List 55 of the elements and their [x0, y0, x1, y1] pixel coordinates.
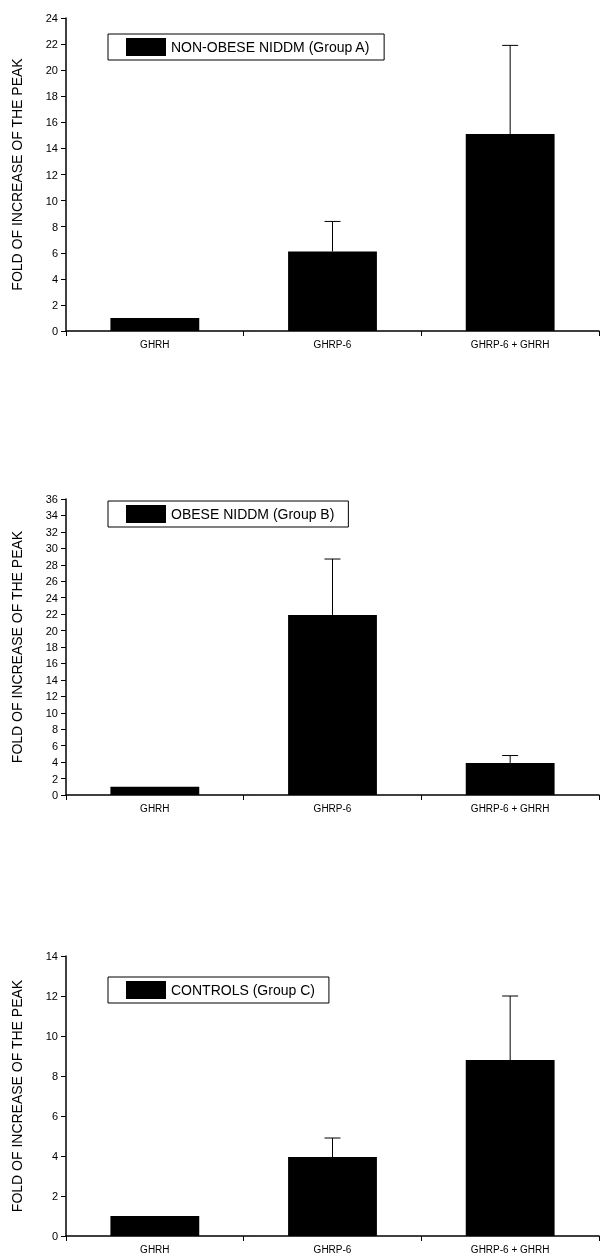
y-tick-label: 2: [51, 298, 58, 311]
y-tick-label: 18: [45, 90, 58, 103]
y-tick-label: 22: [45, 608, 58, 621]
y-tick-label: 12: [45, 990, 58, 1002]
y-tick-label: 28: [45, 558, 58, 571]
y-tick-label: 8: [51, 723, 58, 736]
y-tick-label: 4: [51, 756, 58, 769]
legend-label: OBESE NIDDM (Group B): [171, 506, 335, 522]
y-tick-label: 8: [51, 220, 58, 233]
y-tick-label: 22: [45, 38, 58, 51]
y-tick-label: 34: [45, 509, 58, 522]
x-tick-label: GHRP-6 + GHRH: [470, 1243, 550, 1254]
y-tick-label: 6: [51, 739, 58, 752]
x-tick-label: GHRP-6 + GHRH: [470, 802, 550, 814]
y-tick-label: 30: [45, 542, 58, 555]
y-tick-label: 2: [51, 772, 58, 785]
y-axis-title: FOLD OF INCREASE OF THE PEAK: [9, 57, 25, 291]
legend-label: CONTROLS (Group C): [171, 982, 315, 998]
x-tick-label: GHRP-6 + GHRH: [470, 338, 550, 350]
x-tick-label: GHRH: [140, 338, 170, 350]
y-axis-title: FOLD OF INCREASE OF THE PEAK: [9, 530, 25, 764]
y-tick-label: 26: [45, 575, 58, 588]
y-tick-label: 14: [45, 950, 58, 962]
y-axis-title: FOLD OF INCREASE OF THE PEAK: [9, 979, 25, 1213]
x-tick-label: GHRP-6: [313, 1243, 352, 1254]
y-tick-label: 12: [45, 168, 58, 181]
y-tick-label: 6: [51, 1110, 58, 1122]
y-tick-label: 32: [45, 525, 58, 538]
y-tick-label: 10: [45, 194, 58, 207]
y-tick-label: 0: [51, 325, 58, 337]
x-tick-label: GHRP-6: [313, 802, 352, 814]
x-tick-label: GHRH: [140, 1243, 170, 1254]
y-tick-label: 2: [51, 1190, 58, 1202]
y-tick-label: 8: [51, 1070, 58, 1082]
y-tick-label: 10: [45, 1030, 58, 1042]
y-tick-label: 24: [45, 591, 58, 604]
y-tick-label: 20: [45, 624, 58, 637]
y-tick-label: 12: [45, 690, 58, 703]
legend-label: NON-OBESE NIDDM (Group A): [171, 39, 370, 55]
y-tick-label: 16: [45, 116, 58, 129]
x-tick-label: GHRH: [140, 802, 170, 814]
y-tick-label: 36: [45, 493, 58, 505]
y-tick-label: 14: [45, 673, 58, 686]
y-tick-label: 20: [45, 64, 58, 77]
y-tick-label: 24: [45, 12, 58, 24]
y-tick-label: 0: [51, 1230, 58, 1242]
y-tick-label: 10: [45, 706, 58, 719]
y-tick-label: 14: [45, 142, 58, 155]
y-tick-label: 4: [51, 1150, 58, 1162]
y-tick-label: 16: [45, 657, 58, 670]
y-tick-label: 4: [51, 272, 58, 285]
y-tick-label: 18: [45, 641, 58, 653]
x-tick-label: GHRP-6: [313, 338, 352, 350]
y-tick-label: 0: [51, 789, 58, 801]
y-tick-label: 6: [51, 246, 58, 259]
